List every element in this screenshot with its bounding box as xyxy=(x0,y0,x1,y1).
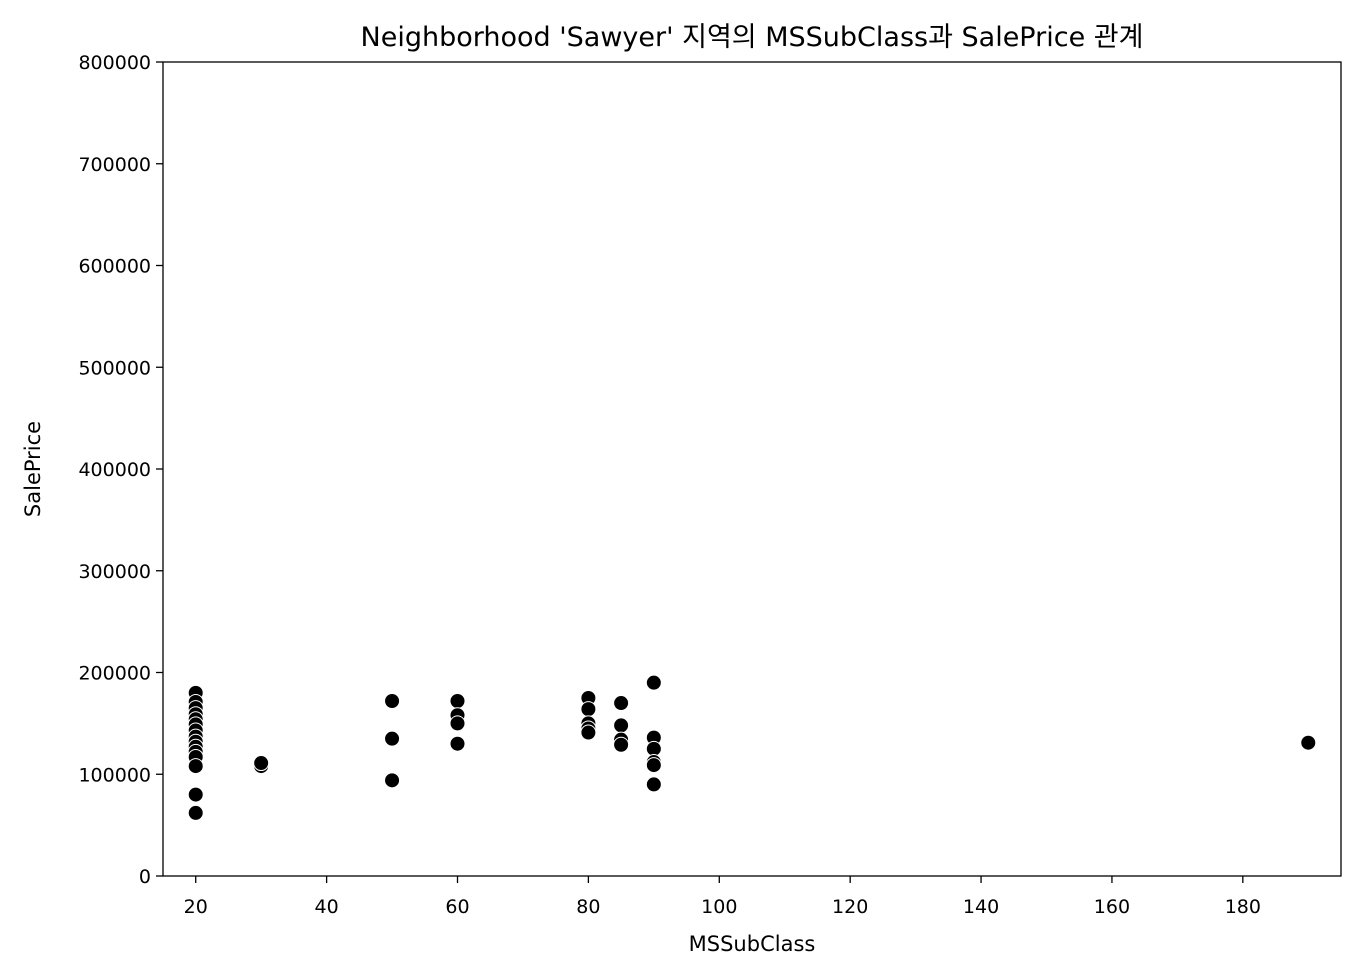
data-point xyxy=(187,804,204,821)
data-point xyxy=(384,772,401,789)
x-tick-label: 160 xyxy=(1094,896,1130,918)
y-axis: 0 100000 200000 300000 400000 500000 600000 700… xyxy=(78,52,163,888)
y-tick-label: 100000 xyxy=(78,764,151,786)
y-tick-label: 200000 xyxy=(78,663,151,685)
x-tick-label: 100 xyxy=(701,896,737,918)
data-point xyxy=(253,755,270,772)
data-point xyxy=(645,674,662,691)
x-axis: 20 40 60 80 100 120 140 160 180 xyxy=(184,876,1261,918)
y-tick-label: 800000 xyxy=(78,52,151,74)
x-tick-label: 140 xyxy=(963,896,999,918)
data-point xyxy=(645,757,662,774)
x-tick-label: 120 xyxy=(832,896,868,918)
x-tick-label: 40 xyxy=(315,896,339,918)
data-point xyxy=(1300,734,1317,751)
x-tick-label: 20 xyxy=(184,896,208,918)
data-point xyxy=(613,717,630,734)
data-points xyxy=(187,674,1317,821)
y-tick-label: 300000 xyxy=(78,561,151,583)
y-tick-label: 0 xyxy=(139,866,151,888)
data-point xyxy=(580,701,597,718)
x-tick-label: 80 xyxy=(576,896,600,918)
data-point xyxy=(187,786,204,803)
data-point xyxy=(449,715,466,732)
x-axis-label: MSSubClass xyxy=(689,932,816,956)
y-tick-label: 400000 xyxy=(78,459,151,481)
data-point xyxy=(187,758,204,775)
y-tick-label: 500000 xyxy=(78,357,151,379)
x-tick-label: 180 xyxy=(1225,896,1261,918)
data-point xyxy=(580,724,597,741)
x-tick-label: 60 xyxy=(445,896,469,918)
data-point xyxy=(384,692,401,709)
data-point xyxy=(449,692,466,709)
plot-area-frame xyxy=(162,61,1342,877)
y-tick-label: 600000 xyxy=(78,256,151,278)
data-point xyxy=(613,695,630,712)
chart-title: Neighborhood 'Sawyer' 지역의 MSSubClass과 Sa… xyxy=(361,22,1144,53)
data-point xyxy=(645,776,662,793)
data-point xyxy=(384,730,401,747)
data-point xyxy=(613,736,630,753)
y-tick-label: 700000 xyxy=(78,154,151,176)
y-axis-label: SalePrice xyxy=(21,421,45,517)
data-point xyxy=(449,735,466,752)
